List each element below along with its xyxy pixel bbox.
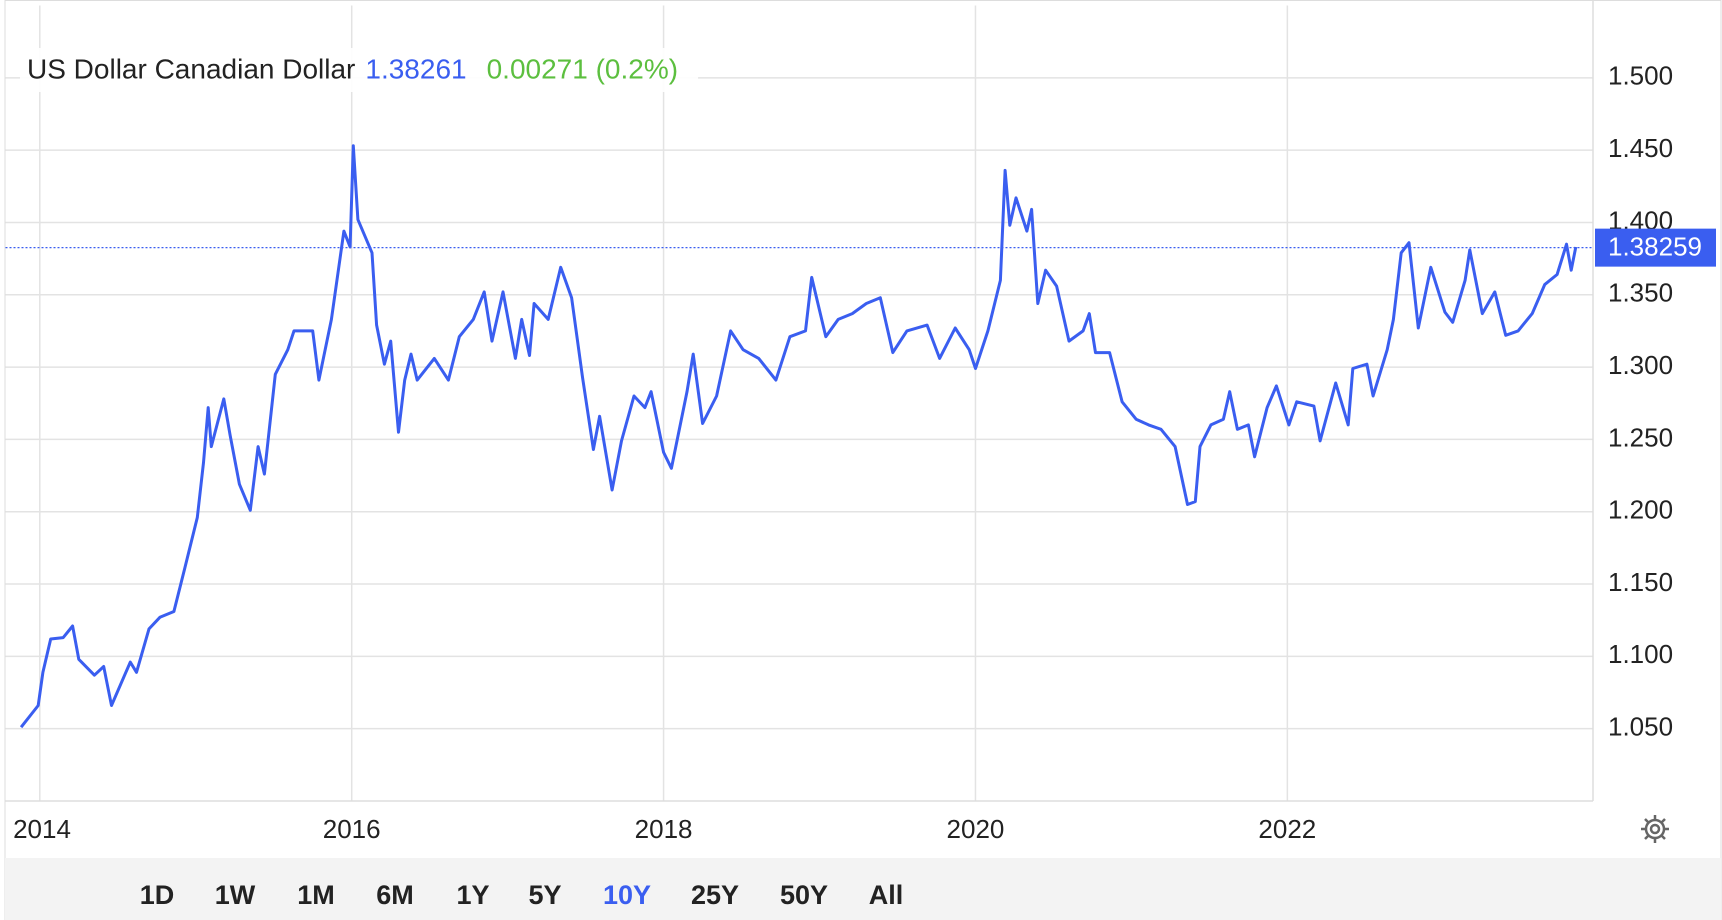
y-tick-label: 1.300	[1608, 350, 1673, 380]
range-button[interactable]: 1W	[215, 880, 256, 910]
settings-icon[interactable]	[1641, 815, 1669, 843]
last-value-box	[1595, 228, 1716, 267]
frame	[4, 0, 1722, 920]
header-annotation: 0.00271 (0.2%)	[487, 53, 678, 84]
range-button[interactable]: 1M	[297, 880, 335, 910]
y-tick-label: 1.350	[1608, 278, 1673, 308]
y-tick-label: 1.250	[1608, 422, 1673, 452]
range-button[interactable]: 5Y	[528, 880, 561, 910]
y-tick-label: 1.450	[1608, 133, 1673, 163]
x-tick-label: 2018	[635, 814, 693, 844]
x-tick-label: 2022	[1258, 814, 1316, 844]
price-line	[19, 144, 1578, 729]
last-value-label: 1.38259	[1608, 232, 1702, 262]
x-tick-label: 2016	[323, 814, 381, 844]
y-tick-label: 1.050	[1608, 712, 1673, 742]
y-tick-label: 1.150	[1608, 567, 1673, 597]
range-button[interactable]: 6M	[376, 880, 414, 910]
y-tick-label: 1.200	[1608, 495, 1673, 525]
x-tick-label: 2020	[947, 814, 1005, 844]
y-tick-label: 1.100	[1608, 639, 1673, 669]
chart-title: US Dollar Canadian Dollar	[27, 53, 355, 84]
x-tick-label: 2014	[13, 814, 71, 844]
range-button[interactable]: All	[869, 880, 904, 910]
range-bar	[5, 858, 1721, 920]
range-button[interactable]: 50Y	[780, 880, 828, 910]
header-bg	[20, 48, 699, 92]
header-annotation: 1.38261	[365, 53, 466, 84]
y-tick-label: 1.500	[1608, 61, 1673, 91]
range-button[interactable]: 1Y	[456, 880, 489, 910]
range-button[interactable]: 25Y	[691, 880, 739, 910]
range-button[interactable]: 10Y	[603, 880, 651, 910]
range-button[interactable]: 1D	[140, 880, 175, 910]
